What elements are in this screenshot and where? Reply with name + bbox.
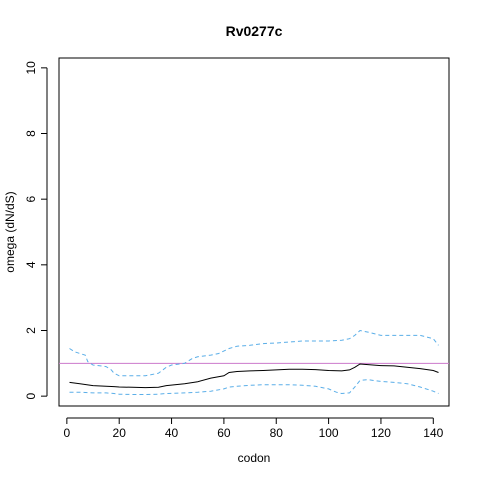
x-axis-label: codon: [238, 451, 271, 465]
x-tick-label: 120: [371, 426, 391, 440]
x-tick-label: 80: [270, 426, 284, 440]
y-axis-label: omega (dN/dS): [3, 191, 17, 272]
series-line-lower: [69, 379, 439, 395]
x-axis: 0 20 40 60 80 100 120 140: [64, 417, 444, 440]
series-line-upper: [69, 329, 439, 377]
x-tick-label: 20: [113, 426, 127, 440]
plot-frame: [58, 57, 450, 407]
chart-title: Rv0277c: [226, 23, 283, 39]
y-tick-label: 10: [24, 61, 38, 75]
y-tick-label: 6: [24, 196, 38, 203]
x-tick-label: 100: [319, 426, 339, 440]
y-tick-label: 8: [24, 130, 38, 137]
y-tick-label: 4: [24, 261, 38, 268]
x-tick-label: 40: [165, 426, 179, 440]
y-axis: 0 2 4 6 8 10: [24, 61, 48, 399]
x-tick-label: 0: [64, 426, 71, 440]
series-line-estimate: [69, 363, 439, 389]
y-tick-label: 2: [24, 327, 38, 334]
y-tick-label: 0: [24, 392, 38, 399]
x-tick-label: 140: [423, 426, 443, 440]
x-tick-label: 60: [217, 426, 231, 440]
series-layer: [69, 329, 439, 395]
